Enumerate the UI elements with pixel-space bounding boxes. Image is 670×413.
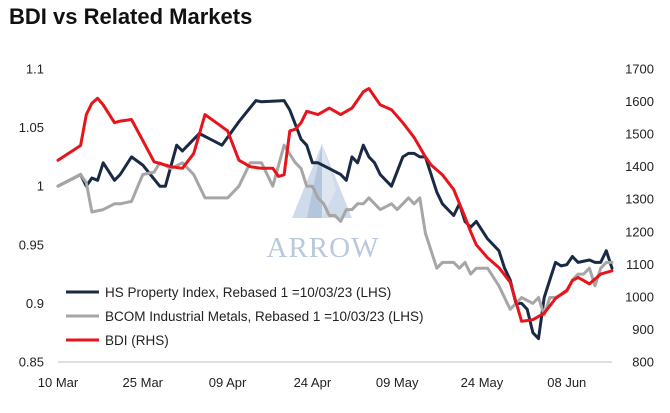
series-line-3 <box>56 87 614 323</box>
left-y-tick-label: 1 <box>37 179 44 194</box>
left-y-axis: 0.85 0.9 0.95 1 1.05 1.1 <box>19 62 44 370</box>
x-axis: 10 Mar 25 Mar 09 Apr 24 Apr 09 May 24 May 08 J… <box>38 375 587 390</box>
chart-title: BDI vs Related Markets <box>9 4 253 29</box>
legend-label: HS Property Index, Rebased 1 =10/03/23 (… <box>105 285 391 300</box>
x-tick-label: 24 May <box>461 375 504 390</box>
x-tick-label: 08 Jun <box>547 375 586 390</box>
legend: HS Property Index, Rebased 1 =10/03/23 (… <box>66 285 424 348</box>
right-y-tick-label: 1400 <box>625 159 654 174</box>
left-y-tick-label: 0.85 <box>19 355 44 370</box>
x-tick-label: 09 Apr <box>209 375 247 390</box>
right-y-tick-label: 1300 <box>625 192 654 207</box>
x-tick-label: 25 Mar <box>123 375 164 390</box>
left-y-tick-label: 0.9 <box>26 296 44 311</box>
right-y-tick-label: 1500 <box>625 127 654 142</box>
legend-label: BCOM Industrial Metals, Rebased 1 =10/03… <box>105 309 424 324</box>
x-tick-label: 10 Mar <box>38 375 79 390</box>
x-tick-label: 09 May <box>376 375 419 390</box>
legend-label: BDI (RHS) <box>105 333 169 348</box>
right-y-tick-label: 900 <box>632 322 654 337</box>
left-y-tick-label: 1.05 <box>19 120 44 135</box>
right-y-tick-label: 1600 <box>625 94 654 109</box>
x-tick-label: 24 Apr <box>294 375 332 390</box>
right-y-tick-label: 1000 <box>625 289 654 304</box>
right-y-tick-label: 1200 <box>625 224 654 239</box>
left-y-tick-label: 1.1 <box>26 62 44 77</box>
right-y-tick-label: 1100 <box>626 257 654 272</box>
right-y-tick-label: 1700 <box>625 62 654 77</box>
series-lines <box>56 87 614 341</box>
right-y-tick-label: 800 <box>632 355 654 370</box>
left-y-tick-label: 0.95 <box>19 237 44 252</box>
watermark-text: ARROW <box>267 232 380 264</box>
right-y-axis: 800 900 1000 1100 1200 1300 1400 1500 1600 1700 <box>625 62 654 370</box>
